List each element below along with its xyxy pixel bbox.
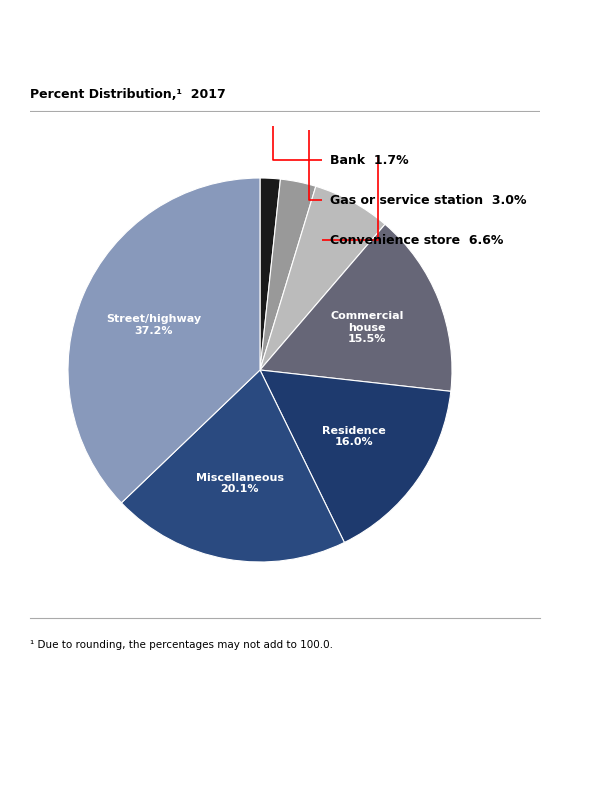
Text: Gas or service station  3.0%: Gas or service station 3.0% — [330, 194, 527, 206]
Wedge shape — [260, 179, 316, 370]
Text: Convenience store  6.6%: Convenience store 6.6% — [330, 234, 503, 246]
Text: Residence
16.0%: Residence 16.0% — [322, 426, 386, 447]
Wedge shape — [121, 370, 344, 562]
Wedge shape — [260, 178, 280, 370]
Wedge shape — [68, 178, 260, 503]
Wedge shape — [260, 370, 451, 542]
Text: Miscellaneous
20.1%: Miscellaneous 20.1% — [196, 473, 284, 494]
Text: Robbery Location Figure: Robbery Location Figure — [38, 61, 230, 74]
Wedge shape — [260, 224, 452, 391]
Text: ¹ Due to rounding, the percentages may not add to 100.0.: ¹ Due to rounding, the percentages may n… — [30, 640, 333, 650]
Text: Percent Distribution,¹  2017: Percent Distribution,¹ 2017 — [30, 87, 226, 101]
Text: Commercial
house
15.5%: Commercial house 15.5% — [331, 311, 404, 345]
Text: Street/highway
37.2%: Street/highway 37.2% — [106, 314, 202, 335]
Wedge shape — [260, 186, 385, 370]
Text: Bank  1.7%: Bank 1.7% — [330, 154, 409, 166]
